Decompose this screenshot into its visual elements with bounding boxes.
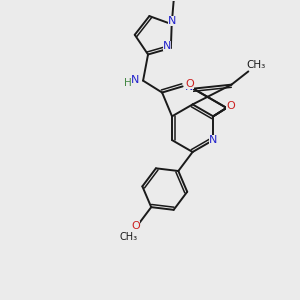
Text: CH₃: CH₃ — [120, 232, 138, 242]
Text: CH₃: CH₃ — [247, 60, 266, 70]
Text: N: N — [131, 75, 139, 85]
Text: O: O — [131, 221, 140, 231]
Text: N: N — [209, 135, 218, 145]
Text: O: O — [226, 101, 235, 111]
Text: N: N — [185, 82, 194, 92]
Text: N: N — [163, 41, 171, 51]
Text: H: H — [124, 78, 132, 88]
Text: N: N — [167, 16, 176, 26]
Text: O: O — [185, 80, 194, 89]
